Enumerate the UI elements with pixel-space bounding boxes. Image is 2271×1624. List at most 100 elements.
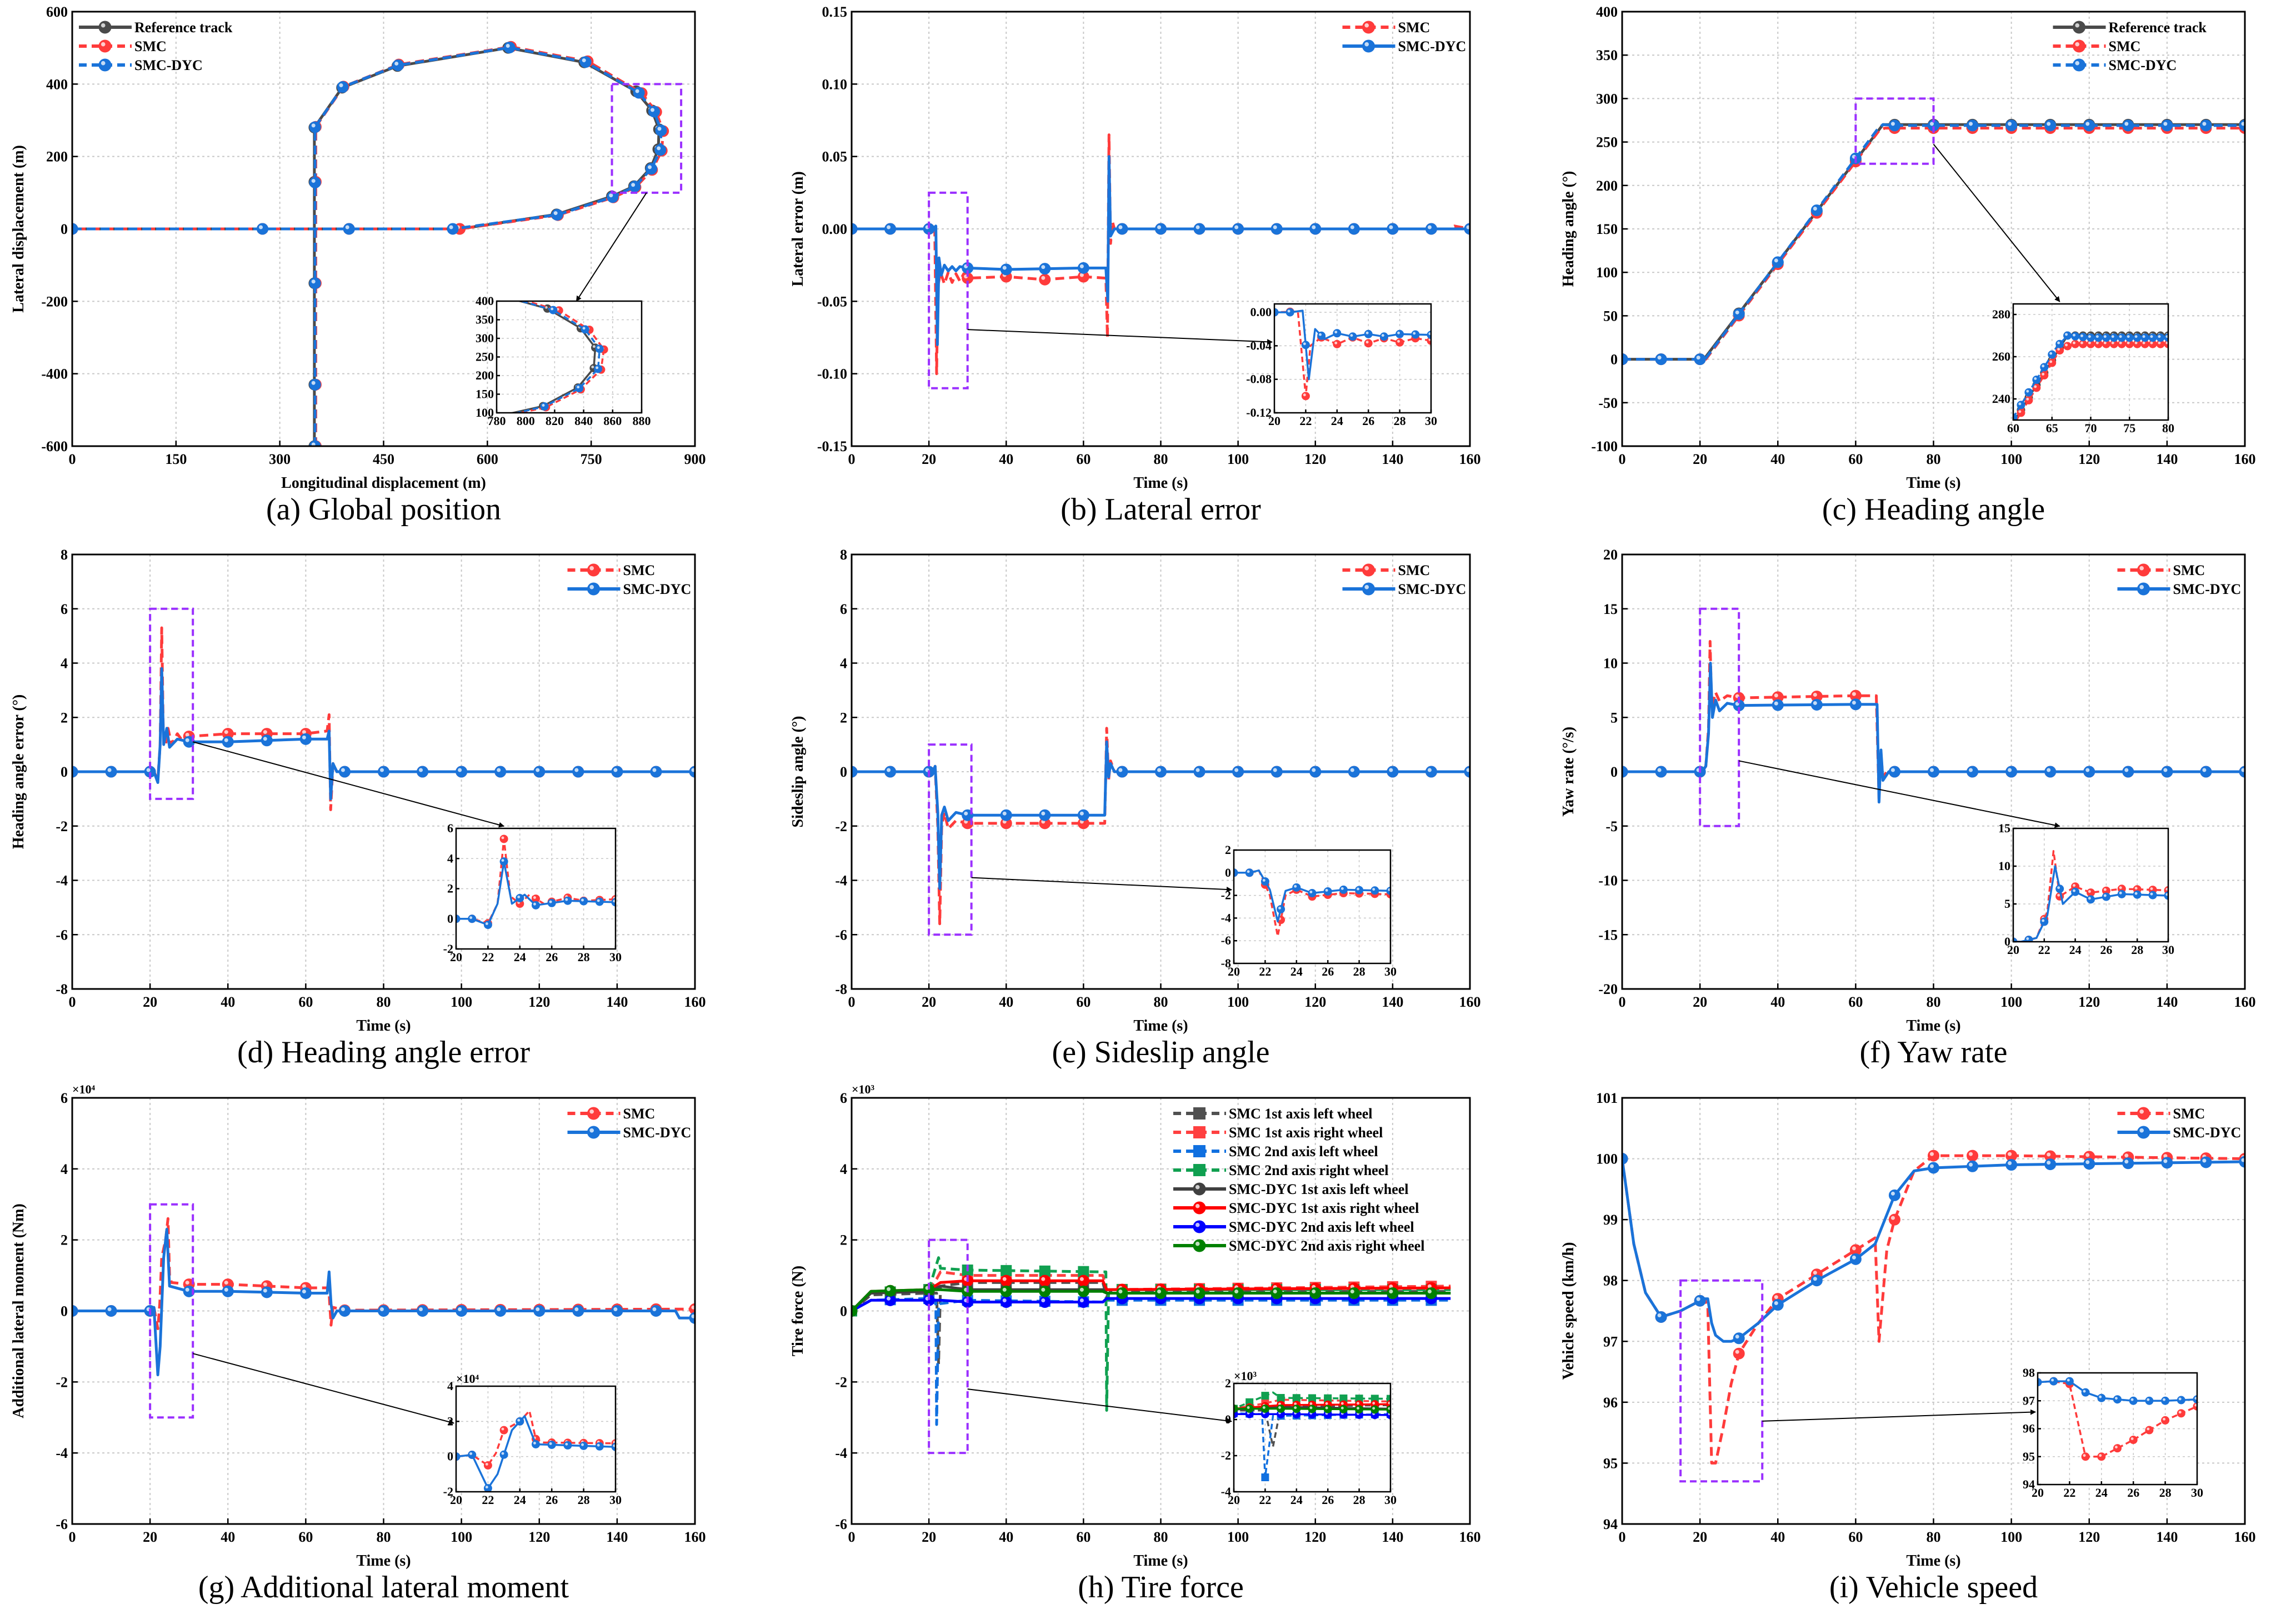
- legend-marker: [1362, 39, 1375, 53]
- y-axis-label: Heading angle error (°): [10, 694, 27, 849]
- y-tick-label: 0: [447, 912, 453, 926]
- data-point-marker: [581, 325, 589, 334]
- data-point-marker-highlight: [1890, 1191, 1895, 1196]
- data-point-marker: [1694, 353, 1706, 366]
- data-point-marker: [2145, 1396, 2154, 1405]
- x-tick-label: 20: [1228, 965, 1240, 978]
- data-point-marker-highlight: [2114, 1397, 2118, 1400]
- legend-label: SMC-DYC 2nd axis left wheel: [1229, 1219, 1414, 1235]
- data-point-marker: [1277, 1394, 1285, 1402]
- data-point-marker-highlight: [339, 83, 343, 88]
- data-point-marker-highlight: [341, 768, 345, 772]
- data-point-marker: [1292, 1405, 1301, 1413]
- data-point-marker-highlight: [302, 735, 306, 739]
- x-tick-label: 100: [1227, 1529, 1249, 1545]
- data-point-marker-highlight: [2049, 352, 2053, 355]
- data-point-marker-highlight: [2057, 348, 2060, 351]
- data-point-marker: [2125, 333, 2134, 342]
- data-point-marker: [540, 402, 549, 411]
- chart-panel-i: 0 20 40 60 80 100 120 140 160 94 95 96 97 98 99 100 101 T…: [1560, 1090, 2256, 1605]
- zoom-region-box: [611, 83, 683, 194]
- y-tick-label: 100: [1596, 1151, 1618, 1167]
- data-point-marker: [499, 1450, 508, 1459]
- x-tick-label: 900: [684, 451, 706, 467]
- data-point-marker: [483, 921, 492, 930]
- data-point-marker-highlight: [485, 922, 488, 925]
- legend-marker-highlight: [589, 584, 594, 589]
- data-point-marker-highlight: [592, 345, 596, 348]
- x-tick-label: 0: [69, 1529, 76, 1545]
- y-tick-label: 8: [61, 547, 68, 563]
- data-point-marker: [1039, 1296, 1051, 1308]
- y-tick-label: 4: [61, 1161, 68, 1177]
- y-tick-label: -8: [56, 981, 68, 997]
- data-point-marker-highlight: [597, 1443, 600, 1447]
- data-point-marker-highlight: [2047, 1152, 2051, 1157]
- x-tick-label: 40: [999, 994, 1013, 1010]
- data-point-marker-highlight: [485, 1486, 488, 1489]
- data-point-marker-highlight: [263, 737, 267, 741]
- y-tick-label: 250: [1596, 134, 1618, 151]
- series-line-smc-dyc: [456, 860, 616, 926]
- x-tick-label: 160: [2234, 451, 2256, 467]
- data-point-marker-highlight: [1774, 1301, 1778, 1306]
- data-point-marker-highlight: [536, 1307, 540, 1311]
- data-point-marker: [629, 181, 641, 193]
- data-point-marker-highlight: [1427, 1290, 1432, 1294]
- x-tick-label: 140: [1382, 994, 1403, 1010]
- data-point-marker-highlight: [1002, 1287, 1007, 1292]
- data-point-marker-highlight: [1969, 122, 1973, 126]
- y-tick-label: 0: [61, 221, 68, 237]
- data-point-marker: [1655, 766, 1667, 778]
- y-tick-label: 5: [2004, 897, 2010, 911]
- y-tick-label: -6: [835, 927, 847, 943]
- data-point-marker-highlight: [2088, 890, 2091, 893]
- data-point-marker-highlight: [1969, 768, 1973, 772]
- legend-marker: [2137, 563, 2150, 577]
- data-point-marker-highlight: [1350, 1290, 1354, 1294]
- y-tick-label: 2: [61, 1232, 68, 1248]
- data-point-marker: [2013, 413, 2018, 420]
- x-axis-label: Longitudinal displacement (m): [281, 474, 486, 492]
- x-tick-label: 26: [546, 950, 558, 964]
- data-point-marker-highlight: [2103, 335, 2107, 338]
- data-point-marker-highlight: [536, 768, 540, 772]
- data-point-marker: [72, 766, 78, 778]
- y-tick-label: 4: [840, 1161, 847, 1177]
- x-tick-label: 20: [1228, 1493, 1240, 1507]
- inset-frame: [2012, 303, 2169, 421]
- data-point-marker: [2087, 333, 2095, 342]
- data-point-marker: [1245, 1405, 1254, 1413]
- data-point-marker-highlight: [635, 89, 639, 93]
- data-point-marker-highlight: [574, 1307, 579, 1311]
- data-point-marker: [2161, 119, 2173, 132]
- data-point-marker: [2005, 119, 2018, 132]
- legend-marker-highlight: [2139, 584, 2144, 589]
- legend-marker: [1193, 1145, 1205, 1157]
- legend-marker-highlight: [2139, 1109, 2144, 1114]
- data-point-marker-highlight: [1372, 888, 1375, 891]
- legend-marker: [1193, 1182, 1206, 1196]
- data-point-marker-highlight: [1287, 309, 1290, 313]
- data-point-marker-highlight: [1325, 1402, 1328, 1405]
- legend-label: Reference track: [2109, 19, 2207, 36]
- x-tick-label: 0: [69, 451, 76, 467]
- legend-label: Reference track: [134, 19, 233, 36]
- data-point-marker: [2097, 1393, 2106, 1402]
- inset-frame: [2037, 1372, 2198, 1486]
- data-point-marker: [499, 835, 508, 843]
- data-point-marker-highlight: [1350, 768, 1354, 772]
- data-point-marker-highlight: [2119, 886, 2122, 890]
- data-point-marker: [2063, 331, 2072, 340]
- zoom-arrow: [192, 741, 505, 828]
- y-tick-label: -0.05: [817, 293, 847, 309]
- data-point-marker-highlight: [2057, 341, 2060, 344]
- inset-y-multiplier: ×10³: [1234, 1369, 1257, 1383]
- x-tick-label: 160: [2234, 1529, 2256, 1545]
- data-point-marker: [1301, 392, 1310, 401]
- data-point-marker: [1039, 1275, 1051, 1287]
- data-point-marker-highlight: [1427, 225, 1432, 229]
- data-point-marker-highlight: [2163, 1159, 2168, 1163]
- data-point-marker: [222, 1285, 234, 1297]
